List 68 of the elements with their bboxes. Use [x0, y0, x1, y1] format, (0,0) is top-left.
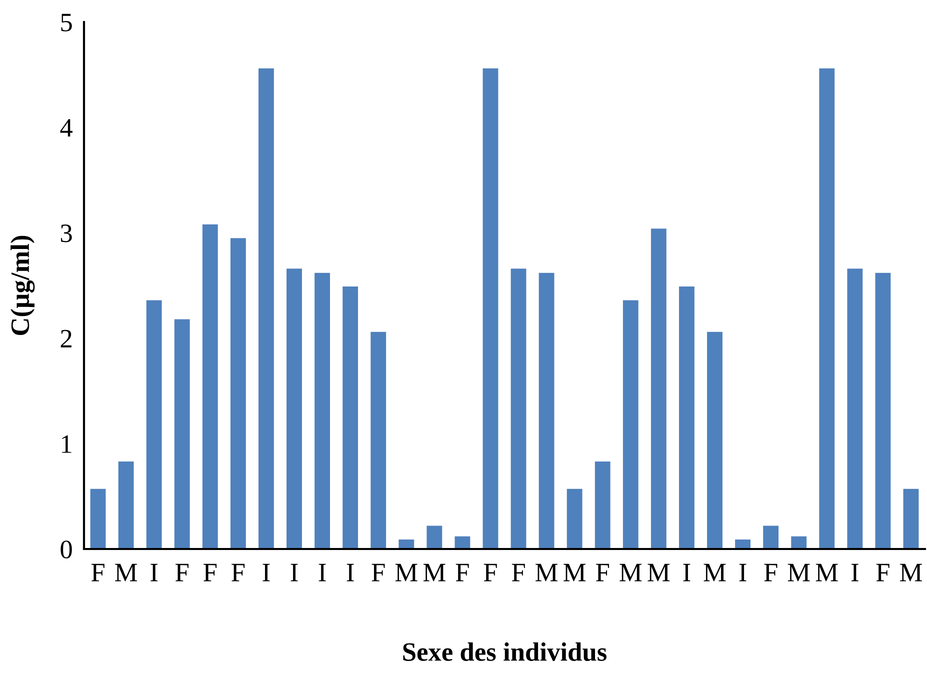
x-tick-label: F	[204, 564, 217, 582]
x-tick-label: I	[262, 564, 270, 582]
x-tick-label: M	[620, 564, 642, 582]
x-tick-label: F	[764, 564, 778, 582]
y-tick-label: 4	[60, 119, 72, 137]
y-axis-title: C(µg/ml)	[10, 236, 35, 336]
x-tick-label: M	[115, 564, 138, 582]
x-tick-label: I	[318, 564, 326, 582]
x-axis-title: Sexe des individus	[403, 642, 607, 662]
x-tick-label: I	[683, 564, 690, 582]
bar	[791, 536, 807, 549]
bar	[622, 300, 638, 549]
y-tick-label: 1	[62, 435, 72, 453]
bar	[258, 68, 274, 549]
x-tick-label: M	[423, 564, 446, 582]
x-tick-label: I	[346, 564, 354, 582]
bar	[314, 272, 330, 549]
bar	[426, 526, 442, 549]
bar	[847, 268, 863, 549]
x-tick-label: F	[512, 564, 525, 582]
x-tick-label: M	[564, 564, 586, 582]
x-tick-label: I	[851, 564, 858, 582]
bar	[538, 272, 554, 549]
bar	[819, 68, 835, 549]
x-tick-label: I	[739, 564, 746, 582]
bar	[90, 488, 106, 549]
bar	[454, 536, 470, 549]
bar	[735, 540, 750, 549]
bar	[650, 228, 666, 549]
bar	[594, 462, 610, 549]
bar	[342, 286, 358, 549]
x-tick-label: M	[395, 564, 418, 582]
x-tick-label: I	[290, 564, 298, 582]
bar	[286, 268, 302, 549]
bar	[370, 332, 386, 549]
bar	[707, 332, 722, 549]
bar	[146, 300, 162, 549]
x-tick-label: F	[456, 564, 469, 582]
x-tick-label: F	[91, 564, 104, 582]
bar	[202, 224, 218, 549]
x-tick-label: F	[876, 564, 890, 582]
x-tick-label: M	[788, 564, 810, 582]
x-tick-label: F	[596, 564, 609, 582]
x-tick-label: M	[704, 564, 726, 582]
y-tick-label: 5	[61, 14, 72, 32]
bar	[763, 526, 779, 549]
x-tick-label: M	[816, 564, 838, 582]
x-tick-label: F	[484, 564, 497, 582]
x-tick-label: M	[648, 564, 670, 582]
bar	[118, 462, 134, 549]
y-tick-label: 3	[60, 224, 72, 242]
x-tick-label: M	[900, 564, 922, 582]
y-tick-label: 0	[60, 540, 72, 558]
y-tick-label: 2	[60, 330, 72, 348]
bar	[566, 488, 582, 549]
x-tick-label: M	[536, 564, 558, 582]
x-tick-label: F	[232, 564, 245, 582]
bar	[174, 319, 190, 549]
bar	[398, 540, 414, 549]
bar	[482, 68, 498, 549]
x-tick-label: I	[150, 564, 158, 582]
x-tick-label: F	[176, 564, 188, 582]
bar	[875, 272, 891, 549]
x-tick-label: F	[372, 564, 385, 582]
bar	[230, 238, 246, 549]
bar	[510, 268, 526, 549]
bar	[903, 488, 919, 549]
bar	[679, 286, 694, 549]
